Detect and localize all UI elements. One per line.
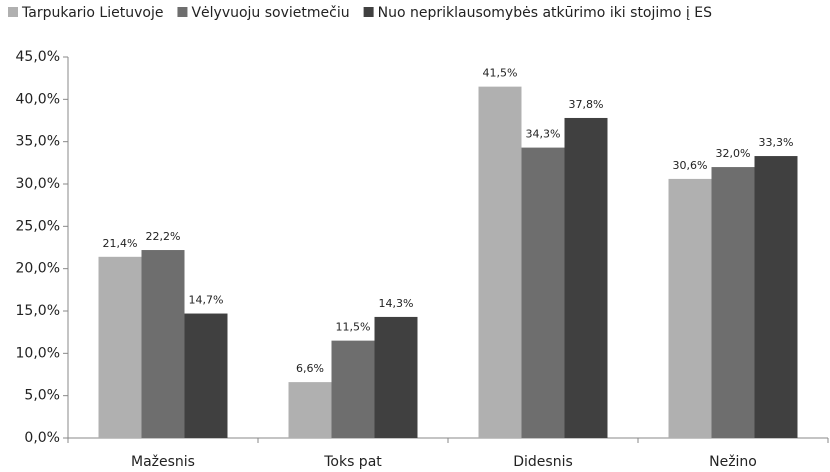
x-tick-label: Didesnis [513, 454, 573, 470]
value-label: 14,3% [379, 297, 414, 310]
y-tick-label: 15,0% [16, 303, 60, 319]
y-tick-label: 40,0% [16, 91, 60, 107]
bar [374, 316, 418, 438]
bar [331, 340, 375, 438]
value-label: 33,3% [759, 136, 794, 149]
bar [668, 178, 712, 439]
y-tick-label: 0,0% [24, 430, 60, 446]
bar [754, 156, 798, 438]
bar [521, 147, 565, 439]
x-tick-label: Nežino [709, 454, 757, 470]
legend-swatch [363, 7, 374, 17]
value-label: 37,8% [569, 98, 604, 111]
y-tick-label: 5,0% [24, 388, 60, 404]
value-label: 21,4% [103, 237, 138, 250]
bar [98, 256, 142, 438]
bar [564, 117, 608, 439]
legend-label: Vėlyvuoju sovietmečiu [191, 5, 349, 21]
bar [184, 313, 228, 438]
bar [478, 86, 522, 438]
y-tick-label: 35,0% [16, 134, 60, 150]
legend-swatch [8, 7, 18, 17]
value-label: 22,2% [146, 230, 181, 243]
bar [711, 167, 755, 439]
legend-swatch [177, 7, 188, 17]
value-label: 6,6% [296, 362, 324, 375]
y-tick-label: 30,0% [16, 176, 60, 192]
value-label: 34,3% [526, 128, 561, 141]
value-label: 30,6% [673, 159, 708, 172]
y-tick-label: 25,0% [16, 218, 60, 234]
value-label: 41,5% [483, 67, 518, 80]
y-tick-label: 20,0% [16, 261, 60, 277]
legend-label: Tarpukario Lietuvoje [21, 5, 163, 21]
legend-label: Nuo nepriklausomybės atkūrimo iki stojim… [378, 5, 713, 21]
value-label: 32,0% [716, 147, 751, 160]
bar [288, 382, 332, 438]
x-tick-label: Mažesnis [131, 454, 195, 470]
y-tick-label: 10,0% [16, 345, 60, 361]
value-label: 14,7% [189, 294, 224, 307]
bar [141, 250, 185, 438]
y-tick-label: 45,0% [16, 49, 60, 65]
x-tick-label: Toks pat [323, 454, 382, 470]
value-label: 11,5% [336, 321, 371, 334]
